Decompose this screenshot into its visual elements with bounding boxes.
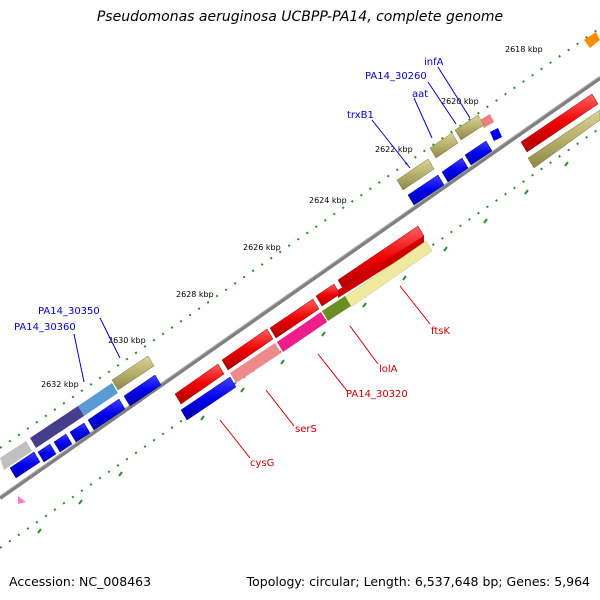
scale-line-lower (0, 127, 600, 549)
gene-blue-right-3[interactable] (464, 140, 493, 166)
tick-label-2630: 2630 kbp (108, 336, 146, 345)
tick-label-2622: 2622 kbp (375, 145, 413, 154)
gene-salmon-block[interactable] (230, 343, 281, 383)
gene-label-PA14_30360[interactable]: PA14_30360 (14, 322, 76, 333)
leaders-reverse (219, 285, 431, 459)
gene-pink-marker[interactable] (18, 496, 26, 504)
gene-PA14_30320-block[interactable] (269, 298, 320, 339)
scale-line-upper (0, 27, 600, 449)
tick-label-2632: 2632 kbp (41, 380, 79, 389)
gene-olive-dark-block[interactable] (322, 296, 351, 321)
gene-label-PA14_30320[interactable]: PA14_30320 (346, 389, 408, 400)
feature-track-reverse (111, 32, 600, 405)
gene-blue-right-1[interactable] (407, 174, 445, 206)
gene-label-serS[interactable]: serS (295, 424, 317, 435)
gene-blue-right-4[interactable] (490, 128, 502, 141)
gene-PA14_30260-block[interactable] (454, 114, 485, 141)
gene-cysG-block[interactable] (174, 363, 225, 405)
gene-blue-left-4[interactable] (53, 433, 73, 453)
gene-darkslate-block[interactable] (30, 406, 84, 448)
map-title: Pseudomonas aeruginosa UCBPP-PA14, compl… (96, 9, 504, 25)
genome-backbone (0, 76, 600, 500)
feature-track-highlight (0, 240, 433, 470)
gene-label-trxB1[interactable]: trxB1 (347, 110, 374, 121)
gene-label-PA14_30260[interactable]: PA14_30260 (365, 71, 427, 82)
gene-label-PA14_30350[interactable]: PA14_30350 (38, 306, 100, 317)
gene-label-infA[interactable]: infA (424, 57, 444, 68)
gene-aat-block[interactable] (429, 132, 459, 159)
gene-ftsK-cap[interactable] (338, 236, 424, 298)
gene-serS-block[interactable] (221, 328, 274, 371)
accession-text: Accession: NC_008463 (9, 574, 152, 589)
leaders-forward (73, 66, 471, 383)
gene-PA14_30350-block[interactable] (111, 355, 155, 391)
major-ticks-lower (37, 161, 569, 534)
gene-blue-right-2[interactable] (441, 157, 469, 183)
gene-blue-left-3[interactable] (69, 422, 91, 443)
gene-olive-far-right[interactable] (527, 109, 600, 169)
gene-label-cysG[interactable]: cysG (250, 458, 274, 469)
gene-magenta-block[interactable] (277, 312, 327, 352)
gene-label-aat[interactable]: aat (412, 89, 428, 100)
gene-blue-cysG-side[interactable] (180, 376, 237, 421)
gene-steelblue-block[interactable] (78, 383, 118, 416)
tick-label-2628: 2628 kbp (176, 290, 214, 299)
gene-grey-block[interactable] (0, 441, 32, 470)
gene-label-lolA[interactable]: lolA (379, 364, 398, 375)
gene-blue-left-2[interactable] (87, 398, 126, 431)
tick-label-2618: 2618 kbp (505, 45, 543, 54)
gene-lolA-block[interactable] (315, 283, 341, 307)
gene-blue-left-6[interactable] (9, 451, 41, 479)
gene-trxB1-block[interactable] (396, 158, 435, 191)
gene-orange-block[interactable] (584, 32, 600, 48)
gene-label-ftsK[interactable]: ftsK (431, 326, 450, 337)
feature-track-forward (9, 128, 502, 504)
gene-blue-left-5[interactable] (37, 443, 57, 463)
gene-red-right[interactable] (520, 93, 599, 153)
tick-label-2626: 2626 kbp (243, 243, 281, 252)
gene-blue-left-1[interactable] (123, 374, 162, 407)
tick-label-2624: 2624 kbp (309, 196, 347, 205)
genome-summary-text: Topology: circular; Length: 6,537,648 bp… (246, 574, 590, 589)
